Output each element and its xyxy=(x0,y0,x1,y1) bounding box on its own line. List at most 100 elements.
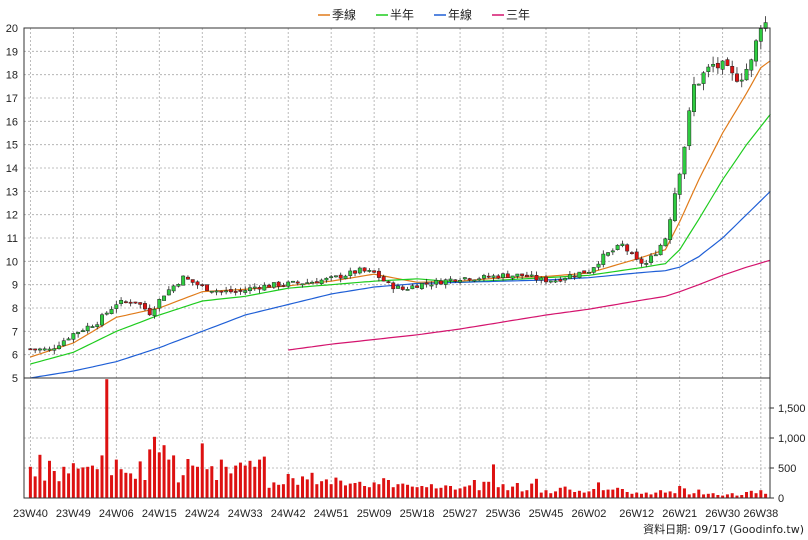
volume-bar xyxy=(267,487,271,498)
candle-body xyxy=(52,348,57,351)
volume-bar xyxy=(105,379,109,498)
candle-body xyxy=(739,79,744,82)
volume-bar xyxy=(219,459,223,498)
x-tick-label: 25W45 xyxy=(529,508,564,520)
volume-bar xyxy=(468,485,472,498)
candle-body xyxy=(467,278,472,281)
candle-body xyxy=(305,282,310,285)
volume-bar xyxy=(215,480,219,498)
volume-bar xyxy=(458,488,462,498)
candle-body xyxy=(228,289,233,293)
volume-bar xyxy=(234,465,238,498)
candle-body xyxy=(649,255,653,263)
candle-body xyxy=(582,270,587,274)
price-tick-label: 19 xyxy=(6,46,18,58)
candle-body xyxy=(644,263,649,265)
data-date-credit: 資料日期: 09/17 (Goodinfo.tw) xyxy=(643,522,804,536)
legend-label-0: 季線 xyxy=(332,7,356,22)
volume-bar xyxy=(210,466,214,498)
candle-body xyxy=(400,286,405,290)
volume-bar xyxy=(654,492,658,498)
x-tick-label: 25W36 xyxy=(486,508,521,520)
candle-body xyxy=(109,309,114,315)
volume-bar xyxy=(153,436,157,498)
candle-body xyxy=(696,83,701,86)
candle-body xyxy=(763,22,768,29)
candle-body xyxy=(591,267,596,273)
candle-body xyxy=(80,330,85,332)
volume-bar xyxy=(425,487,429,498)
volume-bar xyxy=(754,493,758,498)
candle-body xyxy=(396,285,400,289)
volume-bar xyxy=(172,455,176,498)
volume-bar xyxy=(363,486,367,498)
volume-bar xyxy=(305,479,309,498)
volume-bar xyxy=(186,459,190,498)
volume-bar xyxy=(281,484,285,498)
x-tick-label: 24W51 xyxy=(314,508,349,520)
price-tick-label: 11 xyxy=(7,233,18,245)
volume-bar xyxy=(487,481,491,498)
candle-body xyxy=(190,279,195,283)
price-tick-label: 9 xyxy=(12,280,18,292)
volume-bar xyxy=(506,490,510,498)
volume-bar xyxy=(334,477,338,498)
candle-body xyxy=(663,238,668,247)
candle-body xyxy=(639,258,644,264)
candle-body xyxy=(57,345,61,350)
volume-bar xyxy=(86,466,90,498)
candle-body xyxy=(567,274,572,279)
candle-body xyxy=(419,283,424,289)
price-tick-label: 13 xyxy=(6,186,18,198)
volume-bar xyxy=(129,473,133,498)
volume-bar xyxy=(568,489,572,498)
volume-bar xyxy=(434,488,438,498)
price-tick-label: 20 xyxy=(6,23,18,35)
candle-body xyxy=(553,280,558,283)
volume-bar xyxy=(28,466,32,498)
x-tick-label: 24W33 xyxy=(228,508,263,520)
volume-bar xyxy=(62,466,66,498)
price-tick-label: 7 xyxy=(12,326,18,338)
volume-bar xyxy=(367,487,371,498)
x-tick-label: 25W09 xyxy=(357,508,392,520)
price-panel: 5 6 7 8 9 10 11 12 13 14 15 16 17 18 19 20 xyxy=(6,16,771,498)
volume-bar xyxy=(740,495,744,498)
volume-bar xyxy=(668,491,672,498)
volume-bar xyxy=(582,492,586,498)
candle-body xyxy=(324,277,329,281)
candle-body xyxy=(596,263,601,268)
volume-bar xyxy=(649,494,653,498)
volume-tick-label: 500 xyxy=(778,463,796,475)
candle-body xyxy=(348,270,353,276)
volume-bar xyxy=(429,484,433,498)
volume-bar xyxy=(353,483,357,498)
volume-bar xyxy=(401,483,405,498)
candle-body xyxy=(76,331,81,335)
candle-body xyxy=(224,290,229,293)
candle-body xyxy=(90,326,95,328)
candle-body xyxy=(472,279,477,282)
x-tick-label: 26W21 xyxy=(662,508,697,520)
candle-body xyxy=(238,290,243,292)
volume-bar xyxy=(745,492,749,498)
candle-body xyxy=(343,275,348,279)
volume-bar xyxy=(639,493,643,498)
volume-tick-label: 0 xyxy=(778,493,784,505)
candle-body xyxy=(477,278,482,281)
volume-bar xyxy=(224,466,228,498)
candle-body xyxy=(577,271,582,278)
price-tick-label: 15 xyxy=(6,140,18,152)
volume-bar xyxy=(625,492,629,498)
source-label[interactable]: (Goodinfo.tw) xyxy=(729,523,804,536)
ma-line-2 xyxy=(30,190,771,379)
candle-body xyxy=(314,281,319,284)
candle-body xyxy=(572,275,577,278)
candle-body xyxy=(381,276,386,282)
x-tick-label: 23W49 xyxy=(56,508,91,520)
chart-legend: 季線 半年 年線 三年 xyxy=(318,7,530,22)
volume-bar xyxy=(496,487,500,498)
volume-bar xyxy=(673,493,677,498)
candle-body xyxy=(629,252,634,254)
